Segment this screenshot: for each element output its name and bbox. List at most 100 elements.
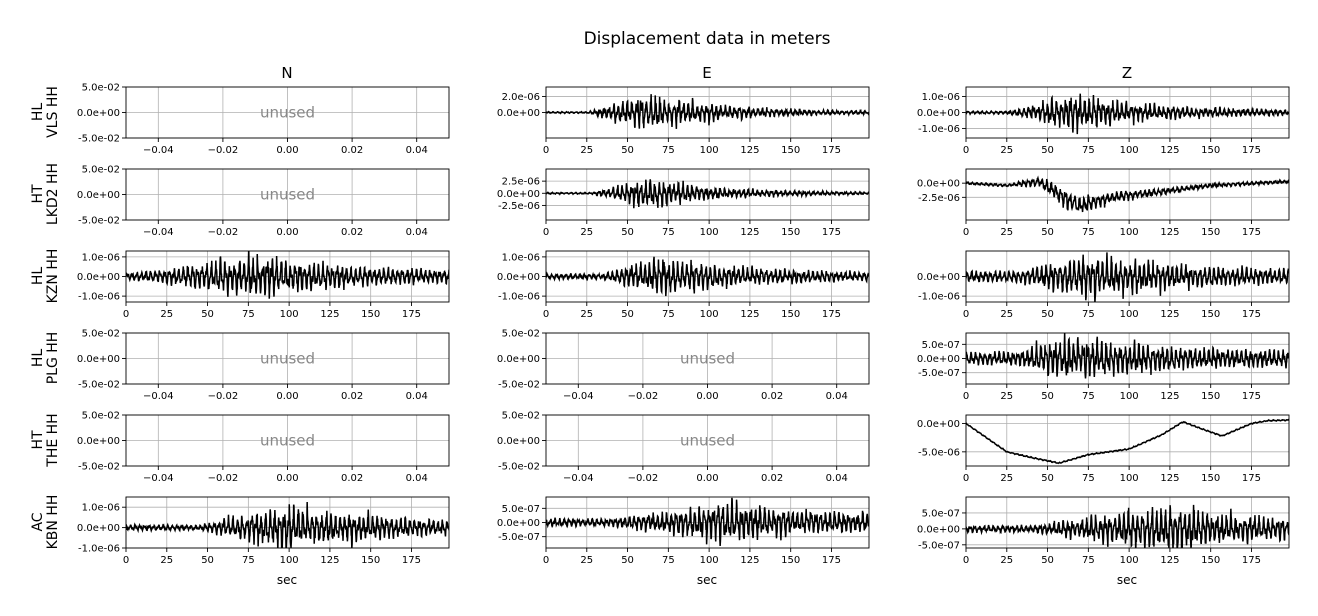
axes-frame [965,168,1290,221]
x-tick-label: 150 [1201,473,1220,484]
x-tick-label: 0.04 [826,473,848,484]
unused-label: unused [260,432,315,450]
x-tick-label: 75 [1082,227,1095,238]
x-tick-label: 125 [320,555,339,566]
x-tick-label: 175 [1242,227,1261,238]
row-label-network: HT [30,184,46,204]
row-label-4: HT THE HH [30,413,61,467]
x-tick-label: 125 [320,309,339,320]
row-label-0: HL VLS HH [30,86,61,138]
y-tick-label: -1.0e-06 [78,292,120,303]
x-tick-label: 50 [621,145,634,156]
x-tick-label: 100 [700,555,719,566]
x-tick-label: 175 [402,555,421,566]
x-tick-label: 0.04 [406,227,428,238]
x-tick-label: 0.02 [341,145,363,156]
x-tick-label: 50 [1041,473,1054,484]
x-tick-label: 150 [1201,391,1220,402]
x-tick-label: 150 [1201,309,1220,320]
y-tick-label: 0.0e+00 [77,108,120,119]
panel-n-row-5: 0 25 50 75 100 125 150 175 1.0e-06 0.0e+00 -1.0e-0… [77,496,450,566]
axes-frame [545,168,870,221]
waveform-line [126,502,449,548]
x-tick-label: 150 [1201,555,1220,566]
panel-e-row-0: 0 25 50 75 100 125 150 175 2.0e-06 0.0e+00 [497,86,870,156]
row-label-1: HT LKD2 HH [30,163,61,225]
panel-n-row-4: unused −0.04 −0.02 0.00 0.02 0.04 5.0e-02 0.0e+… [77,411,450,484]
y-tick-label: 5.0e-07 [922,340,960,351]
x-tick-label: 25 [580,145,593,156]
panel-e-row-2: 0 25 50 75 100 125 150 175 1.0e-06 0.0e+00 -1.0e-0… [497,250,870,320]
row-label-station: PLG HH [45,332,61,385]
waveform-line [546,256,869,297]
y-tick-label: 5.0e-02 [82,329,120,340]
unused-label: unused [260,186,315,204]
waveform-line [546,179,869,209]
x-tick-label: 0 [963,555,969,566]
x-tick-label: −0.04 [563,473,594,484]
x-tick-label: −0.02 [208,145,239,156]
x-tick-label: 75 [1082,391,1095,402]
y-tick-label: 0.0e+00 [917,524,960,535]
row-label-station: KZN HH [45,249,61,304]
column-title-z: Z [1122,64,1132,82]
x-tick-label: 75 [242,555,255,566]
x-tick-label: 150 [361,309,380,320]
x-tick-label: 25 [1000,391,1013,402]
x-tick-label: −0.02 [628,473,659,484]
x-tick-label: 125 [1160,473,1179,484]
x-tick-label: 175 [822,227,841,238]
y-tick-label: -5.0e-02 [78,134,120,145]
axes-frame [965,496,1290,549]
waveform-line [966,418,1289,465]
y-tick-label: 5.0e-02 [502,329,540,340]
x-tick-label: 75 [662,145,675,156]
x-tick-label: 175 [822,309,841,320]
x-tick-label: 50 [621,555,634,566]
y-tick-label: 0.0e+00 [77,523,120,534]
x-tick-label: 150 [781,309,800,320]
panel-z-row-1: 0 25 50 75 100 125 150 175 0.0e+00 -2.5e-06 [917,168,1290,238]
unused-label: unused [680,350,735,368]
row-label-5: AC KBN HH [30,495,61,550]
waveform-line [966,175,1289,213]
row-label-station: VLS HH [45,86,61,138]
x-tick-label: 75 [662,227,675,238]
figure-title: Displacement data in meters [584,29,831,49]
x-tick-label: 100 [1120,555,1139,566]
x-tick-label: 0 [543,555,549,566]
x-tick-label: 0.00 [696,473,718,484]
y-tick-label: -5.0e-07 [918,368,960,379]
x-tick-label: 175 [1242,309,1261,320]
x-tick-label: 150 [781,227,800,238]
y-tick-label: 0.0e+00 [77,272,120,283]
x-tick-label: 100 [1120,309,1139,320]
panel-e-row-3: unused −0.04 −0.02 0.00 0.02 0.04 5.0e-02 0.0e+… [497,329,870,402]
x-tick-label: 0.04 [406,391,428,402]
x-tick-label: 50 [1041,555,1054,566]
x-axis-label-z: sec [1117,573,1137,587]
x-tick-label: 25 [1000,309,1013,320]
x-tick-label: 0.04 [406,145,428,156]
x-tick-label: 25 [1000,227,1013,238]
x-tick-label: 75 [1082,309,1095,320]
row-label-station: THE HH [45,413,61,467]
x-tick-label: 125 [1160,145,1179,156]
x-tick-label: 75 [662,309,675,320]
y-tick-label: -5.0e-02 [78,380,120,391]
y-tick-label: 1.0e-06 [82,252,120,263]
waveform-line [966,93,1289,135]
y-tick-label: 5.0e-02 [82,83,120,94]
x-tick-label: 100 [700,145,719,156]
x-tick-label: 125 [740,309,759,320]
waveform-line [126,251,449,299]
x-tick-label: 50 [1041,145,1054,156]
x-tick-label: 175 [822,145,841,156]
x-tick-label: −0.02 [208,391,239,402]
y-tick-label: -2.5e-06 [918,193,960,204]
x-tick-label: 125 [740,555,759,566]
row-label-station: KBN HH [45,495,61,550]
x-tick-label: −0.04 [143,391,174,402]
x-tick-label: 175 [1242,391,1261,402]
x-tick-label: 125 [1160,555,1179,566]
